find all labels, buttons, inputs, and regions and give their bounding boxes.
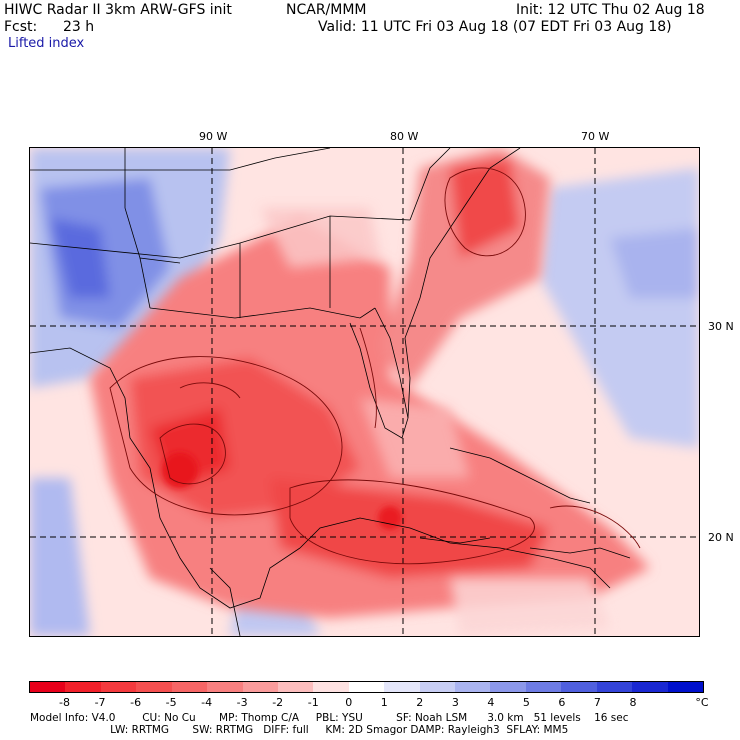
model-title: HIWC Radar II 3km ARW-GFS init: [4, 2, 232, 18]
color-swatch-3: [136, 682, 172, 692]
forecast-label: Fcst:: [4, 19, 38, 35]
political-borders: [30, 148, 631, 636]
color-swatch-8: [313, 682, 349, 692]
color-swatch-7: [277, 682, 314, 692]
color-swatch-4: [171, 682, 208, 692]
color-swatch-16: [596, 682, 633, 692]
forecast-hour: 23 h: [63, 19, 95, 35]
lon-label-90w: 90 W: [199, 130, 228, 143]
color-tick-label: 3: [451, 696, 459, 709]
field-name: Lifted index: [8, 36, 85, 51]
color-tick-label: -6: [130, 696, 142, 709]
color-swatch-12: [455, 682, 491, 692]
map-canvas: [30, 148, 699, 636]
color-swatch-13: [490, 682, 526, 692]
color-scale-unit: °C: [695, 696, 709, 709]
color-swatch-1: [65, 682, 101, 692]
color-tick-label: 0: [345, 696, 353, 709]
weak-negative-regions: [260, 208, 610, 636]
color-swatch-0: [30, 682, 66, 692]
color-tick-label: 6: [558, 696, 566, 709]
color-tick-label: 2: [416, 696, 424, 709]
org-label: NCAR/MMM: [286, 2, 367, 18]
color-tick-label: 8: [629, 696, 637, 709]
color-tick-label: 1: [380, 696, 388, 709]
color-swatch-5: [207, 682, 243, 692]
color-swatch-17: [632, 682, 668, 692]
color-tick-label: 5: [522, 696, 530, 709]
color-swatch-11: [419, 682, 456, 692]
color-swatch-9: [348, 682, 385, 692]
lat-label-30n: 30 N: [708, 320, 734, 333]
model-info-line1: Model Info: V4.0 CU: No Cu MP: Thomp C/A…: [30, 712, 629, 724]
color-swatch-6: [242, 682, 278, 692]
color-swatch-15: [561, 682, 597, 692]
color-tick-label: -8: [59, 696, 70, 709]
color-swatch-18: [667, 682, 704, 692]
color-swatch-2: [100, 682, 137, 692]
color-swatch-10: [384, 682, 420, 692]
color-tick-label: -1: [307, 696, 319, 709]
color-scale-bar: [29, 681, 704, 693]
valid-time: Valid: 11 UTC Fri 03 Aug 18 (07 EDT Fri …: [318, 19, 672, 35]
color-tick-label: -7: [94, 696, 106, 709]
color-tick-label: 4: [487, 696, 495, 709]
color-tick-label: -5: [165, 696, 177, 709]
lifted-index-map: [29, 147, 700, 637]
lon-label-80w: 80 W: [390, 130, 419, 143]
lat-label-20n: 20 N: [708, 531, 734, 544]
color-tick-label: 7: [593, 696, 601, 709]
lon-label-70w: 70 W: [581, 130, 610, 143]
init-time: Init: 12 UTC Thu 02 Aug 18: [516, 2, 705, 18]
model-info-line2: LW: RRTMG SW: RRTMG DIFF: full KM: 2D Sm…: [30, 724, 569, 736]
color-tick-label: -3: [236, 696, 248, 709]
color-tick-label: -2: [272, 696, 284, 709]
color-swatch-14: [525, 682, 562, 692]
color-tick-label: -4: [201, 696, 213, 709]
lifted-index-contours: [109, 167, 641, 565]
